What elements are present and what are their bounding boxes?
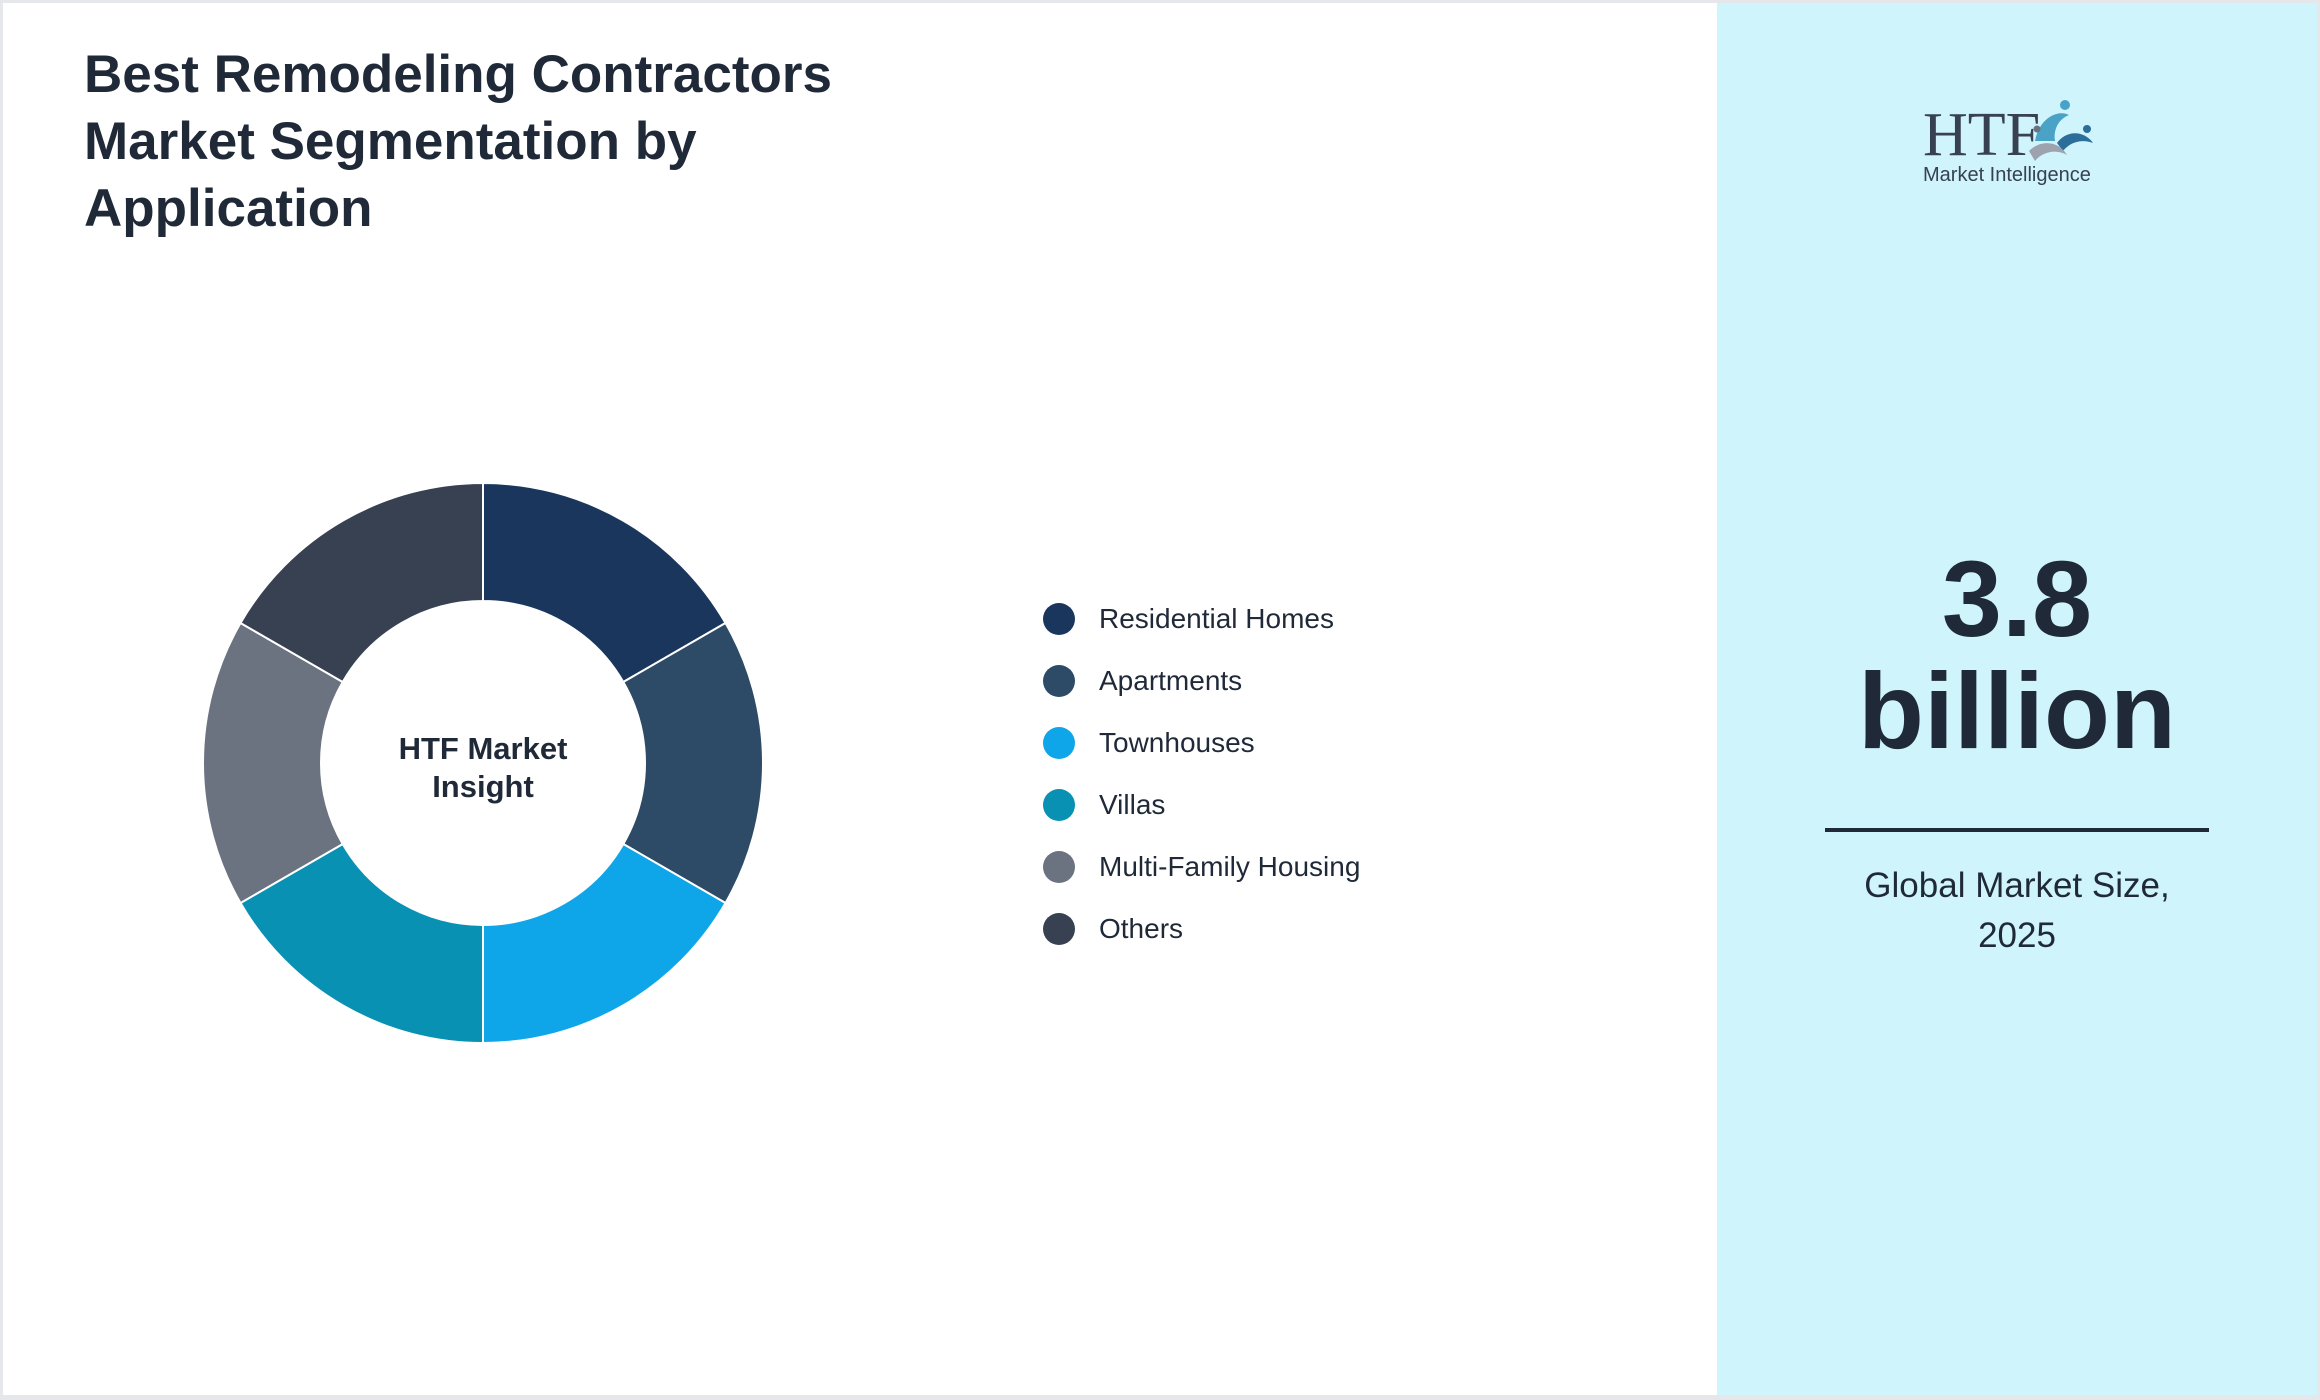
market-size-panel: HTF Market Intelligence 3.8 billion Glob… — [1717, 3, 2317, 1395]
donut-slice-apartments — [621, 621, 764, 905]
divider — [1825, 828, 2209, 832]
legend-label: Townhouses — [1099, 727, 1255, 758]
market-size-caption: Global Market Size, 2025 — [1717, 861, 2317, 961]
legend-item-others: Others — [1043, 898, 1360, 960]
market-size-value: 3.8 billion — [1717, 543, 2317, 767]
legend-label: Multi-Family Housing — [1099, 851, 1361, 882]
main-panel: Best Remodeling Contractors Market Segme… — [3, 3, 1717, 1395]
legend-item-townhouses: Townhouses — [1043, 712, 1360, 774]
legend-swatch — [1043, 913, 1075, 945]
donut-slice-others — [239, 481, 484, 684]
market-size-number: 3.8 — [1941, 538, 2093, 659]
logo-swirl-icon — [2029, 100, 2093, 161]
legend-swatch — [1043, 851, 1075, 883]
infographic-frame: Best Remodeling Contractors Market Segme… — [3, 3, 2317, 1395]
htf-logo: HTF Market Intelligence — [1923, 100, 2093, 186]
donut-center-label-line2: Insight — [432, 769, 534, 804]
legend-label: Others — [1099, 913, 1184, 944]
legend-item-villas: Villas — [1043, 774, 1360, 836]
caption-line2: 2025 — [1978, 916, 2056, 955]
legend-label: Apartments — [1099, 665, 1243, 696]
logo-subtext: Market Intelligence — [1923, 164, 2091, 186]
legend-swatch — [1043, 665, 1075, 697]
logo-text: HTF — [1923, 101, 2040, 169]
page-title: Best Remodeling Contractors Market Segme… — [84, 45, 833, 238]
chart-legend: Residential Homes Apartments Townhouses … — [1043, 588, 1360, 960]
legend-item-apartments: Apartments — [1043, 650, 1360, 712]
legend-swatch — [1043, 727, 1075, 759]
donut-center-label-line1: HTF Market — [399, 731, 568, 766]
legend-label: Residential Homes — [1099, 603, 1334, 634]
caption-line1: Global Market Size, — [1864, 866, 2170, 905]
legend-swatch — [1043, 789, 1075, 821]
donut-chart: HTF Market Insight — [202, 481, 764, 1045]
donut-slice-villas — [239, 842, 484, 1045]
legend-item-multi-family-housing: Multi-Family Housing — [1043, 836, 1360, 898]
donut-slice-multi-family-housing — [202, 621, 345, 905]
legend-item-residential-homes: Residential Homes — [1043, 588, 1360, 650]
donut-slice-townhouses — [482, 842, 727, 1045]
donut-slice-residential-homes — [482, 481, 727, 684]
legend-swatch — [1043, 603, 1075, 635]
legend-label: Villas — [1099, 789, 1166, 820]
market-size-unit: billion — [1858, 650, 2176, 771]
